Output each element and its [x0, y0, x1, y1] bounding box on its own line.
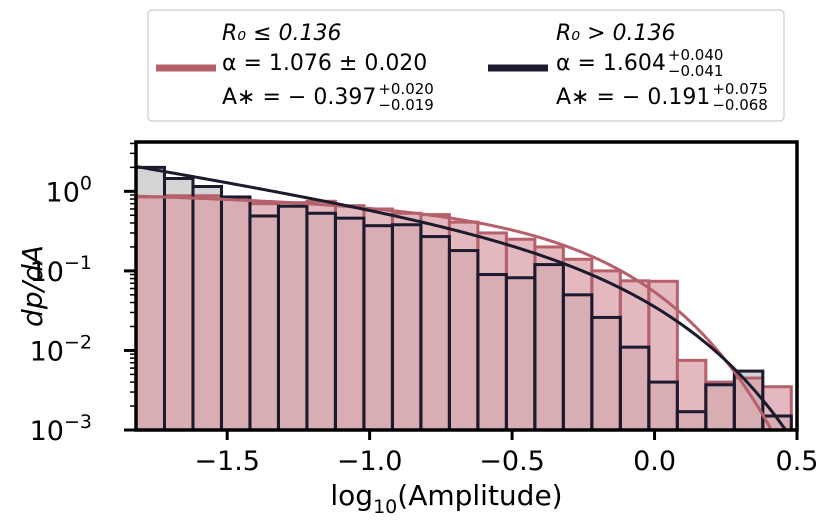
legend-superscript: +0.040: [668, 46, 724, 64]
legend-subscript: −0.041: [668, 62, 724, 80]
x-axis-title: log10(Amplitude): [330, 479, 562, 518]
legend-entry-high-r0: R₀ > 0.136 α = 1.604 +0.040−0.041 A∗ = − 0.…: [488, 21, 768, 114]
histogram-low-r0: [136, 195, 792, 430]
y-tick-label: 10−2: [30, 331, 92, 367]
legend-entry-low-r0: R₀ ≤ 0.136 α = 1.076 ± 0.020 A∗ = − 0.397 +…: [156, 21, 434, 114]
histogram-bar: [506, 239, 535, 430]
x-tick-label: −1.5: [194, 446, 260, 477]
y-axis-title: dp/dA: [16, 245, 49, 327]
histogram-bar: [677, 360, 706, 430]
histogram-bar: [563, 259, 592, 430]
histogram-bar: [591, 270, 621, 430]
histogram-bar: [449, 222, 478, 430]
histogram-bar: [477, 232, 507, 430]
histogram-bar-outline: [647, 380, 679, 430]
legend-line: A∗ = − 0.191: [556, 85, 710, 110]
plot-area: [136, 165, 793, 430]
y-tick-label: 10−1: [30, 252, 92, 288]
plot-clip-group: [136, 165, 793, 430]
histogram-bar: [192, 195, 222, 430]
histogram-bar: [249, 203, 279, 430]
legend-superscript: +0.020: [378, 80, 434, 98]
histogram-bar: [392, 213, 421, 430]
histogram-bar: [734, 378, 763, 430]
x-tick-label: 0.5: [776, 446, 819, 477]
legend-line: α = 1.076 ± 0.020: [222, 51, 427, 76]
legend-line: A∗ = − 0.397: [222, 85, 376, 110]
x-tick-label: 0.0: [633, 446, 676, 477]
legend-frame: [147, 9, 785, 122]
histogram-bar: [648, 281, 678, 430]
histogram-bar: [335, 205, 364, 430]
histogram-outline-high-r0: [136, 165, 793, 430]
axes-frame: [134, 140, 799, 432]
x-tick-label: −1.0: [337, 446, 403, 477]
legend-subscript: −0.068: [712, 96, 768, 114]
legend-subscript: −0.019: [378, 96, 434, 114]
legend-superscript: +0.075: [712, 80, 768, 98]
histogram-bar: [306, 201, 336, 430]
histogram-bar: [278, 202, 307, 430]
histogram-bar: [534, 246, 564, 430]
histogram-bar: [620, 280, 649, 430]
histogram-bar: [705, 382, 735, 430]
histogram-bar: [420, 214, 450, 430]
histogram-bar: [363, 208, 393, 430]
y-tick-label: 100: [46, 172, 92, 208]
legend-line: R₀ ≤ 0.136: [222, 21, 342, 46]
fit-curve-low-r0: [136, 194, 774, 430]
fit-curve-high-r0: [136, 165, 788, 430]
y-tick-label: 10−3: [30, 411, 92, 447]
x-tick-label: −0.5: [479, 446, 545, 477]
legend-line: α = 1.604: [556, 51, 666, 76]
axes: −1.5 −1.0 −0.5 0.0 0.5 100 10−1 10−2 10−3 log10(A…: [16, 140, 819, 518]
histogram-bar: [136, 196, 165, 430]
legend-line: R₀ > 0.136: [556, 21, 676, 46]
histogram-bar: [164, 195, 193, 430]
histogram-bar: [221, 199, 250, 430]
